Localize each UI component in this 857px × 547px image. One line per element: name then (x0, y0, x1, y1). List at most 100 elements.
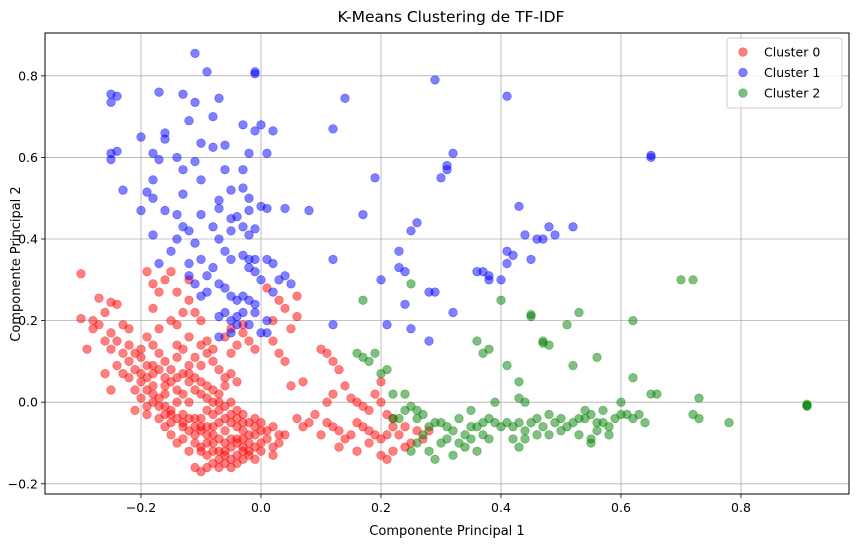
data-point (286, 324, 296, 334)
data-point (484, 344, 494, 354)
data-point (268, 258, 278, 269)
data-point (328, 320, 338, 330)
data-point (184, 397, 194, 407)
data-point (208, 262, 218, 273)
x-tick-label: 0.8 (731, 500, 751, 515)
data-point (130, 385, 140, 395)
data-point (190, 279, 200, 289)
data-point (328, 389, 338, 399)
data-point (466, 434, 476, 444)
data-point (88, 324, 98, 334)
data-point (184, 271, 194, 281)
data-point (244, 320, 254, 330)
data-point (226, 226, 236, 236)
data-point (106, 97, 116, 107)
data-point (124, 356, 134, 367)
data-point (76, 269, 86, 279)
data-point (586, 438, 596, 448)
data-point (238, 183, 248, 193)
data-point (286, 279, 296, 289)
data-point (286, 381, 296, 391)
data-point (268, 126, 278, 136)
data-point (136, 205, 146, 216)
data-point (148, 279, 158, 289)
legend: Cluster 0 Cluster 1 Cluster 2 (726, 37, 843, 109)
data-point (334, 364, 344, 375)
data-point (244, 230, 254, 240)
data-point (508, 434, 518, 444)
data-point (424, 336, 434, 346)
data-point (196, 360, 206, 371)
data-point (292, 291, 302, 301)
data-point (532, 430, 542, 440)
data-point (274, 295, 284, 305)
data-point (106, 328, 116, 338)
data-point (424, 446, 434, 456)
data-point (124, 324, 134, 334)
data-point (202, 67, 212, 77)
data-point (430, 454, 440, 464)
data-point (208, 344, 218, 354)
data-point (340, 381, 350, 391)
data-point (214, 364, 224, 375)
x-tick-label: 0.4 (491, 500, 511, 515)
data-point (406, 226, 416, 236)
data-point (106, 344, 116, 354)
data-point (256, 120, 266, 130)
data-point (376, 275, 386, 285)
data-point (382, 320, 392, 330)
data-point (166, 409, 176, 420)
data-point (334, 442, 344, 452)
data-point (376, 397, 386, 407)
data-point (394, 246, 404, 256)
data-point (514, 418, 524, 428)
series-1 (106, 48, 656, 346)
data-point (376, 377, 386, 387)
data-point (118, 348, 128, 358)
y-tick-label: −0.2 (8, 476, 38, 491)
data-point (676, 275, 686, 285)
data-point (172, 209, 182, 220)
data-point (802, 400, 812, 411)
data-point (352, 446, 362, 456)
data-point (112, 91, 122, 101)
data-point (280, 203, 290, 214)
data-point (214, 93, 224, 103)
data-point (172, 397, 182, 407)
data-point (364, 405, 374, 415)
legend-marker (738, 47, 748, 57)
data-point (196, 209, 206, 220)
data-point (544, 340, 554, 350)
data-point (172, 352, 182, 362)
data-point (130, 405, 140, 415)
data-point (400, 299, 410, 309)
data-point (370, 173, 380, 183)
data-point (484, 434, 494, 444)
data-point (250, 344, 260, 354)
data-point (196, 413, 206, 424)
data-point (316, 430, 326, 440)
data-point (160, 381, 170, 391)
data-point (520, 230, 530, 240)
data-point (514, 442, 524, 452)
data-point (406, 324, 416, 334)
data-point (208, 356, 218, 367)
data-point (520, 434, 530, 444)
data-point (250, 224, 260, 234)
legend-marker (738, 88, 748, 98)
y-axis-title: Componente Principal 2 (9, 186, 24, 341)
data-point (196, 175, 206, 185)
data-point (388, 422, 398, 432)
data-point (568, 222, 578, 232)
data-point (160, 205, 170, 216)
data-point (568, 360, 578, 371)
data-point (400, 267, 410, 277)
data-point (550, 230, 560, 240)
data-point (190, 97, 200, 107)
data-point (226, 185, 236, 195)
data-point (184, 226, 194, 236)
data-point (196, 291, 206, 301)
data-point (208, 409, 218, 420)
data-point (220, 381, 230, 391)
